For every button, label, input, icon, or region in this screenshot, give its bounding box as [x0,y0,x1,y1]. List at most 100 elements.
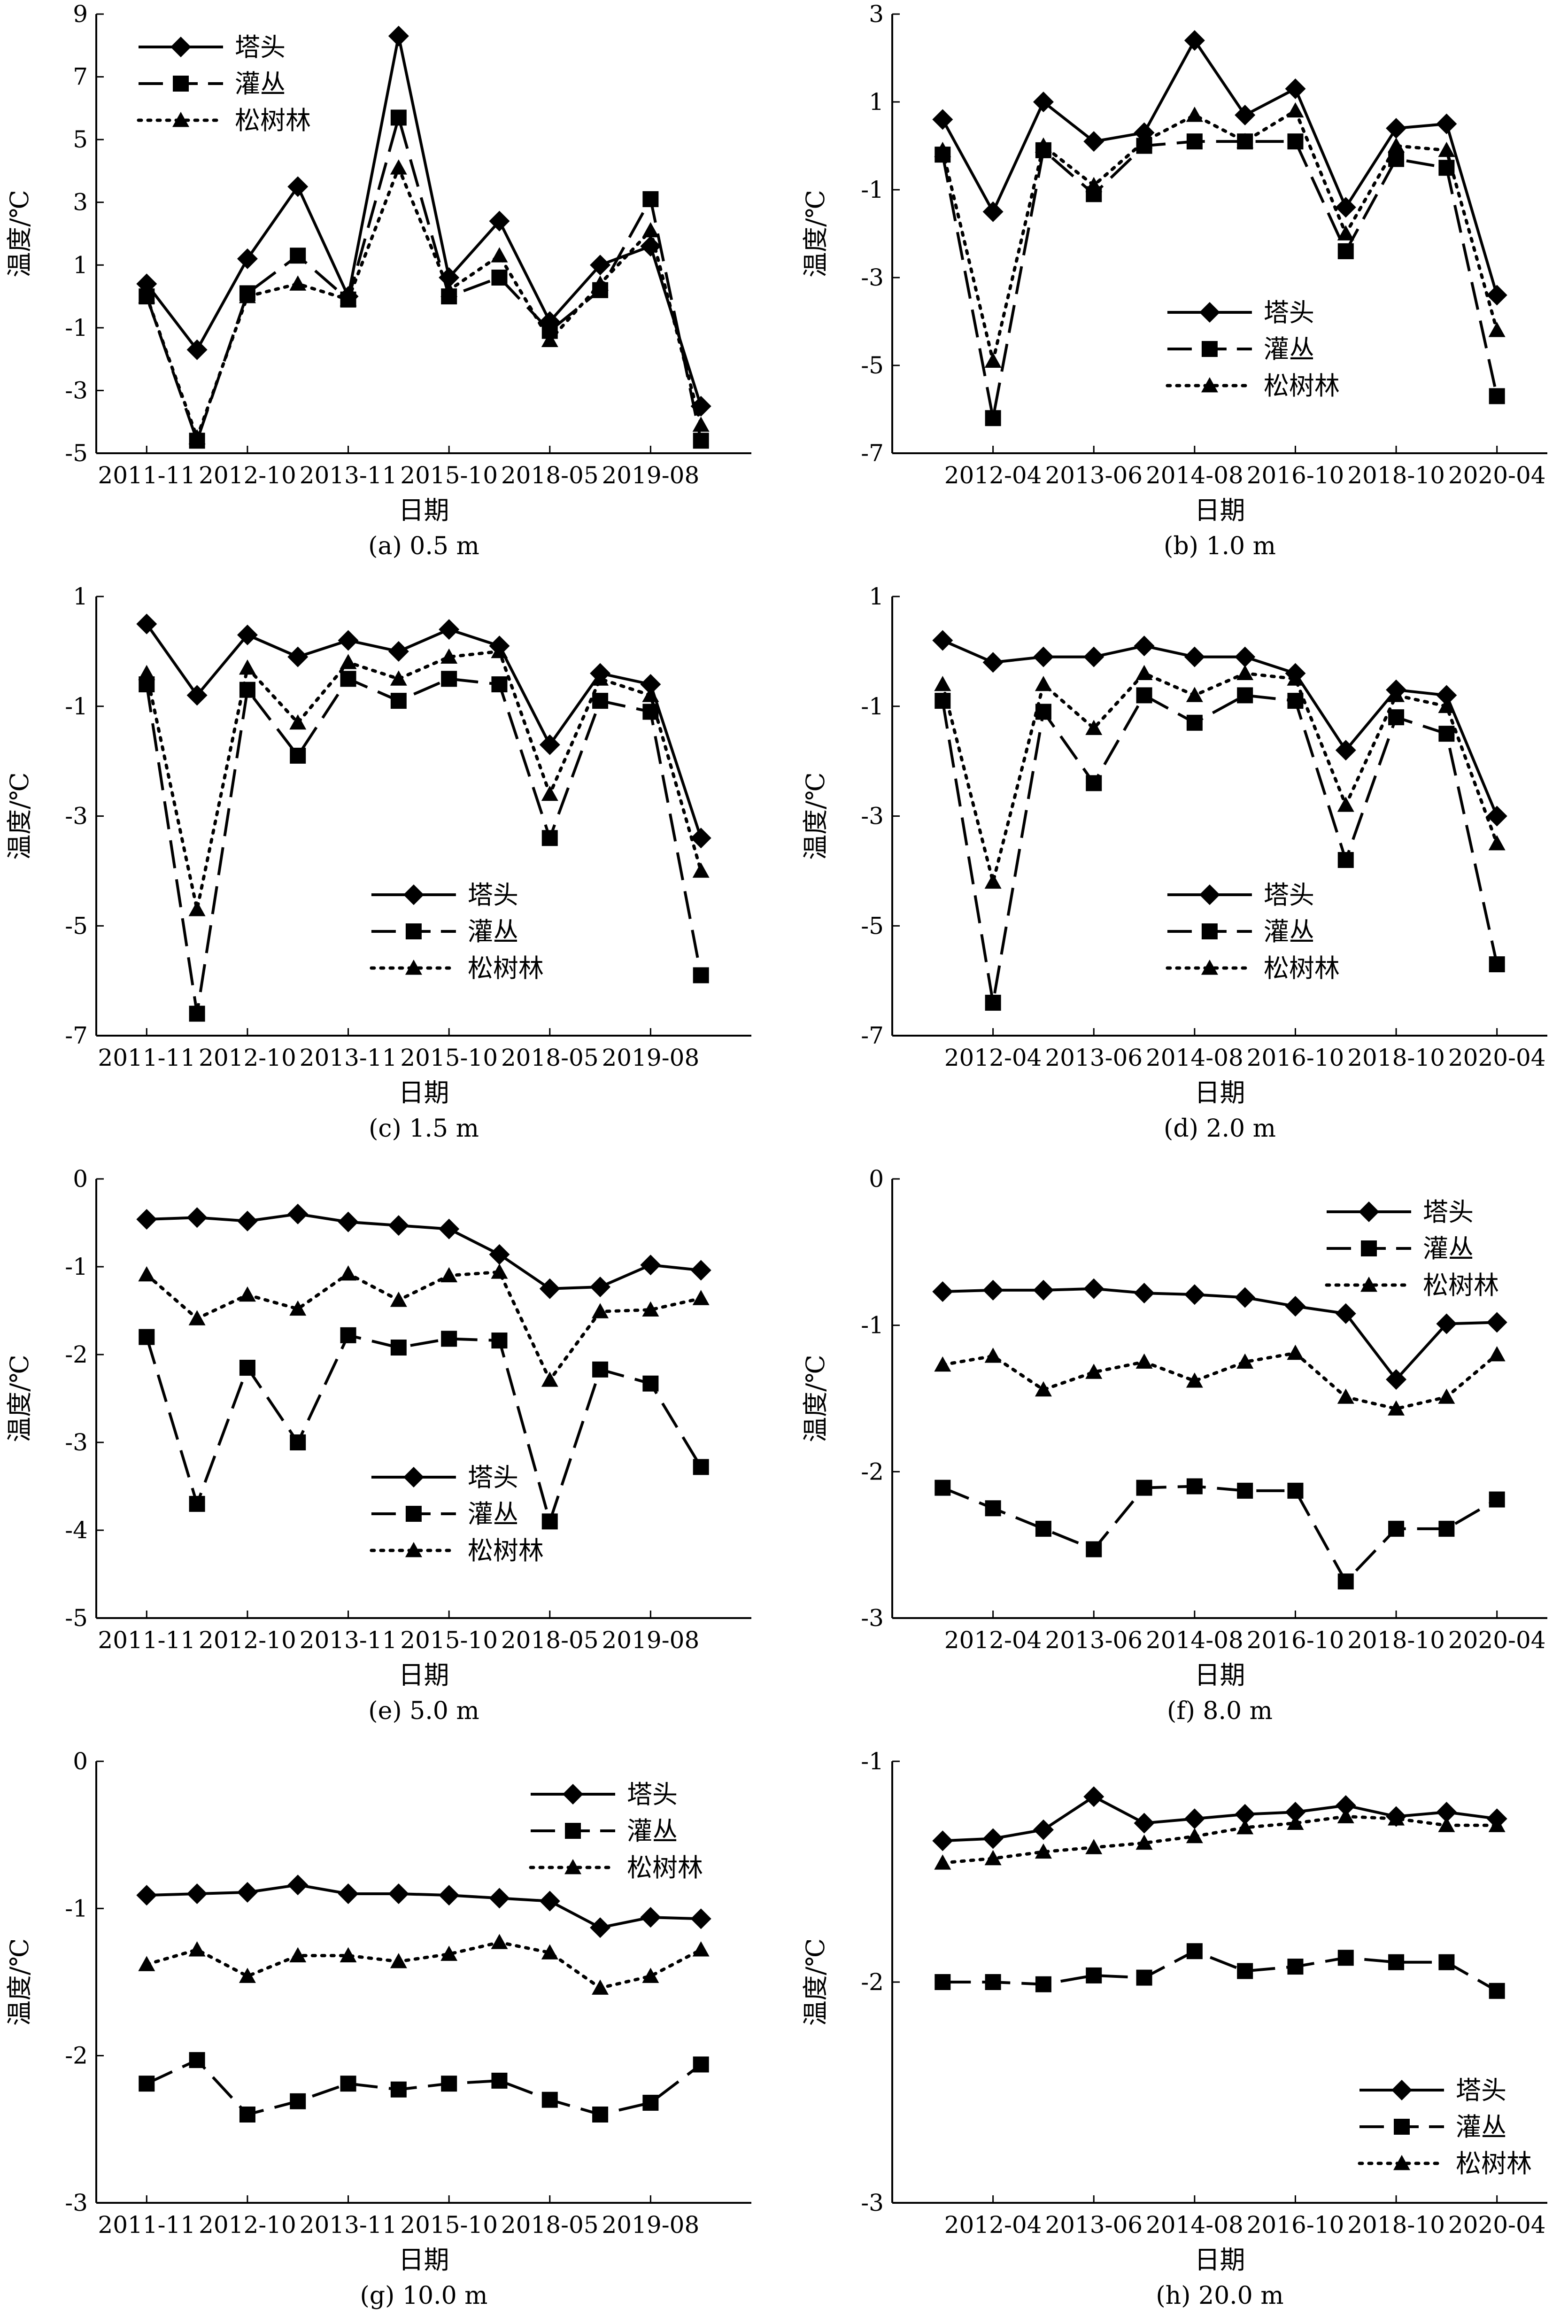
x-tick-label: 2018-10 [1347,1044,1445,1071]
x-tick-label: 2012-04 [944,462,1042,489]
data-point-0 [1184,646,1205,667]
legend-label: 塔头 [468,1463,518,1492]
data-point-2 [1135,665,1153,681]
data-point-1 [592,693,609,709]
x-tick-label: 2015-10 [400,1044,498,1071]
data-point-1 [1489,1983,1505,1999]
data-point-2 [390,670,407,686]
x-tick-label: 2018-05 [501,462,599,489]
y-tick-label: -1 [861,176,884,203]
x-tick-label: 2012-10 [199,2211,296,2239]
legend-label: 松树林 [468,953,544,983]
data-point-1 [189,1495,205,1512]
x-tick-label: 2011-11 [98,1627,195,1654]
series-line-1 [941,694,1498,1004]
data-point-1 [985,994,1001,1011]
y-tick-label: -2 [65,2042,88,2069]
x-tick-label: 2016-10 [1247,2211,1344,2239]
x-tick-label: 2016-10 [1247,462,1344,489]
series-line-2 [941,1815,1499,1865]
legend-label: 塔头 [1264,298,1314,327]
x-tick-label: 2015-10 [400,462,498,489]
legend-marker [1199,302,1220,323]
data-point-2 [390,1953,407,1968]
legend-label: 塔头 [1456,2076,1506,2105]
panel-caption: (b) 1.0 m [1164,532,1276,560]
data-point-1 [642,1375,659,1392]
y-tick-label: -7 [65,1022,88,1049]
data-point-1 [1186,133,1203,150]
data-point-2 [1388,1400,1405,1416]
data-point-0 [1436,113,1457,134]
data-point-1 [1388,709,1405,726]
y-tick-label: -5 [861,912,884,939]
y-tick-label: -5 [65,1604,88,1632]
data-point-0 [489,1888,510,1909]
y-tick-label: -3 [861,1604,884,1632]
data-point-0 [539,734,560,755]
data-point-2 [138,1266,155,1282]
legend-label: 松树林 [1423,1270,1499,1300]
data-point-2 [491,1263,508,1279]
y-axis-label: 温度/℃ [5,1355,34,1442]
data-point-2 [239,1968,256,1983]
data-point-1 [1136,687,1152,704]
data-point-0 [590,1917,611,1938]
x-tick-label: 2013-11 [300,462,397,489]
data-point-0 [1486,1312,1507,1333]
data-point-0 [1235,646,1256,667]
data-point-2 [289,714,307,730]
panel-caption: (d) 2.0 m [1164,1115,1276,1143]
data-point-1 [1489,388,1505,404]
data-point-1 [985,410,1001,426]
y-tick-label: -7 [861,1022,884,1049]
legend-label: 灌丛 [1264,334,1314,364]
data-point-2 [1186,107,1203,122]
series-line-0 [942,1795,1498,1843]
x-tick-label: 2012-10 [199,1627,296,1654]
data-point-1 [693,1459,709,1475]
data-point-1 [1337,243,1354,259]
data-point-0 [982,201,1004,222]
legend-marker [173,76,189,92]
legend-label: 灌丛 [468,917,518,946]
data-point-1 [340,671,356,687]
legend-marker [563,1784,583,1805]
legend-label: 松树林 [1264,953,1340,983]
data-point-1 [1186,1943,1203,1960]
series-line-1 [942,1950,1498,1992]
data-point-2 [1287,1814,1304,1830]
data-point-2 [1035,137,1052,153]
data-point-1 [642,2094,659,2111]
data-point-2 [1135,133,1153,148]
y-tick-label: -1 [65,1895,88,1922]
data-point-1 [1287,1482,1304,1499]
legend-label: 灌丛 [468,1499,518,1529]
legend-marker [403,884,424,905]
data-point-2 [692,1290,710,1305]
data-point-2 [239,288,256,303]
data-point-1 [239,2107,255,2123]
data-point-1 [139,1329,155,1345]
data-point-0 [640,674,661,695]
x-tick-label: 2016-10 [1247,1044,1344,1071]
data-point-0 [1134,635,1155,657]
y-tick-label: 3 [73,189,88,216]
data-point-1 [491,270,508,286]
legend-marker [564,1859,581,1875]
panel-6: -3 -2 -1 0 2011-11 2012-10 2013-11 2015-10 2018-… [5,1748,751,2310]
data-point-2 [1438,697,1455,713]
data-point-1 [1287,133,1304,150]
legend-marker [1393,2155,1410,2170]
data-point-2 [138,288,155,303]
data-point-1 [935,1480,951,1496]
data-point-0 [1083,1278,1105,1299]
data-point-0 [590,1277,611,1298]
x-tick-label: 2013-06 [1045,462,1143,489]
y-tick-label: 7 [73,63,88,91]
